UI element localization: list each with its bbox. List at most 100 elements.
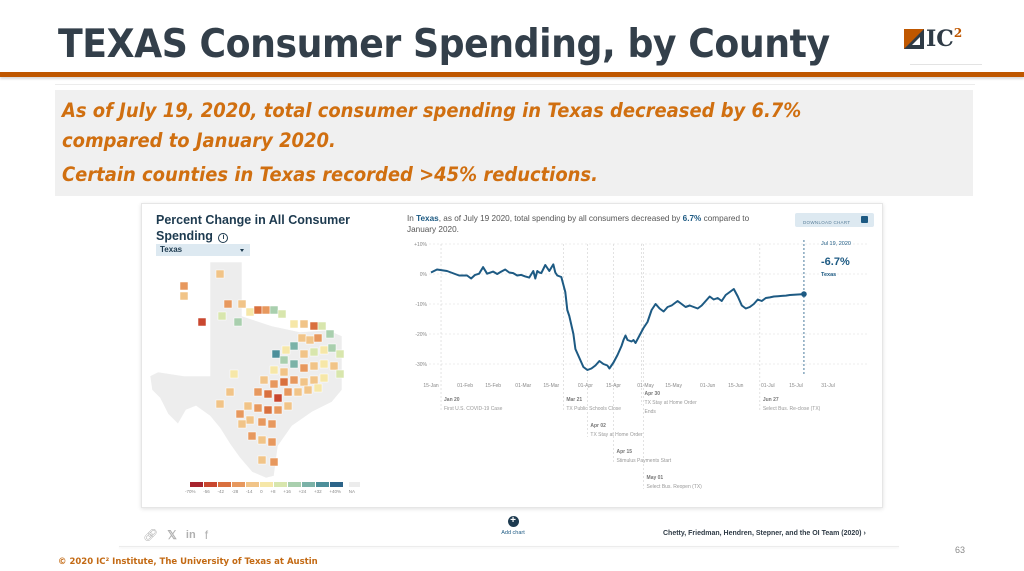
county-tile[interactable] bbox=[299, 363, 309, 373]
county-tile[interactable] bbox=[289, 359, 299, 369]
share-icons: 🔗︎ 𝕏 in f bbox=[143, 528, 208, 542]
county-tile[interactable] bbox=[273, 393, 283, 403]
county-tile[interactable] bbox=[179, 291, 189, 301]
county-tile[interactable] bbox=[299, 349, 309, 359]
county-tile[interactable] bbox=[293, 387, 303, 397]
county-tile[interactable] bbox=[289, 375, 299, 385]
add-chart-label: Add chart bbox=[501, 530, 525, 536]
county-tile[interactable] bbox=[235, 409, 245, 419]
state-select[interactable]: Texas bbox=[156, 244, 250, 256]
county-tile[interactable] bbox=[283, 387, 293, 397]
county-tile[interactable] bbox=[269, 457, 279, 467]
county-tile[interactable] bbox=[327, 343, 337, 353]
chart-headline: In Texas, as of July 19 2020, total spen… bbox=[407, 213, 767, 235]
texas-county-map[interactable] bbox=[150, 260, 370, 480]
readout-date: Jul 19, 2020 bbox=[821, 241, 851, 247]
county-tile[interactable] bbox=[271, 349, 281, 359]
legend-swatch bbox=[274, 482, 287, 487]
legend-swatch bbox=[232, 482, 245, 487]
event-label: First U.S. COVID-19 Case bbox=[444, 406, 503, 412]
county-tile[interactable] bbox=[225, 387, 235, 397]
county-tile[interactable] bbox=[263, 389, 273, 399]
county-tile[interactable] bbox=[317, 321, 327, 331]
legend-label: -28 bbox=[231, 489, 239, 494]
legend-swatch bbox=[316, 482, 329, 487]
county-tile[interactable] bbox=[299, 319, 309, 329]
series-line-texas[interactable] bbox=[430, 263, 804, 371]
county-tile[interactable] bbox=[215, 399, 225, 409]
x-tick-label: 15-Jul bbox=[789, 383, 803, 389]
download-chart-button[interactable]: DOWNLOAD CHART bbox=[795, 213, 874, 227]
county-tile[interactable] bbox=[263, 405, 273, 415]
county-tile[interactable] bbox=[257, 435, 267, 445]
map-title: Percent Change in All Consumer Spending … bbox=[156, 212, 376, 244]
add-chart-button[interactable]: + Add chart bbox=[496, 516, 530, 537]
x-tick-label: 15-Apr bbox=[606, 383, 621, 389]
county-tile[interactable] bbox=[269, 365, 279, 375]
county-tile[interactable] bbox=[267, 419, 277, 429]
twitter-icon[interactable]: 𝕏 bbox=[167, 528, 177, 542]
facebook-icon[interactable]: f bbox=[204, 528, 209, 542]
county-tile[interactable] bbox=[313, 333, 323, 343]
county-tile[interactable] bbox=[319, 359, 329, 369]
county-tile[interactable] bbox=[329, 361, 339, 371]
county-tile[interactable] bbox=[229, 369, 239, 379]
county-tile[interactable] bbox=[283, 401, 293, 411]
x-tick-label: 15-Feb bbox=[485, 383, 501, 389]
county-tile[interactable] bbox=[257, 417, 267, 427]
citation-link[interactable]: Chetty, Friedman, Hendren, Stepner, and … bbox=[663, 530, 866, 537]
county-tile[interactable] bbox=[281, 345, 291, 355]
county-tile[interactable] bbox=[237, 299, 247, 309]
county-layer bbox=[179, 269, 345, 467]
county-tile[interactable] bbox=[309, 361, 319, 371]
legend-label: NA bbox=[348, 489, 355, 494]
county-tile[interactable] bbox=[217, 311, 227, 321]
county-tile[interactable] bbox=[237, 419, 247, 429]
county-tile[interactable] bbox=[289, 319, 299, 329]
county-tile[interactable] bbox=[309, 347, 319, 357]
event-label: Ends bbox=[645, 409, 657, 415]
legend-swatch bbox=[190, 482, 203, 487]
county-tile[interactable] bbox=[303, 385, 313, 395]
county-tile[interactable] bbox=[279, 377, 289, 387]
linkedin-icon[interactable]: in bbox=[185, 529, 196, 541]
county-tile[interactable] bbox=[267, 437, 277, 447]
county-tile[interactable] bbox=[215, 269, 225, 279]
county-tile[interactable] bbox=[223, 299, 233, 309]
county-tile[interactable] bbox=[243, 401, 253, 411]
title-divider-thin bbox=[55, 84, 975, 85]
y-tick-label: 0% bbox=[420, 272, 428, 278]
county-tile[interactable] bbox=[335, 349, 345, 359]
link-icon[interactable]: 🔗︎ bbox=[143, 528, 159, 542]
county-tile[interactable] bbox=[253, 403, 263, 413]
county-tile[interactable] bbox=[277, 309, 287, 319]
county-tile[interactable] bbox=[269, 379, 279, 389]
county-tile[interactable] bbox=[319, 373, 329, 383]
county-tile[interactable] bbox=[179, 281, 189, 291]
county-tile[interactable] bbox=[273, 405, 283, 415]
legend-swatch-na bbox=[349, 482, 360, 487]
spending-line-chart[interactable]: +10% 0% -10% -20% -30% 15-Jan 01-Feb 15-Feb 01-M… bbox=[142, 204, 884, 509]
county-tile[interactable] bbox=[335, 369, 345, 379]
headline-value: 6.7% bbox=[682, 214, 702, 223]
county-tile[interactable] bbox=[257, 455, 267, 465]
county-tile[interactable] bbox=[259, 375, 269, 385]
x-tick-label: 15-May bbox=[665, 383, 682, 389]
slide-title: TEXAS Consumer Spending, by County bbox=[58, 22, 830, 67]
county-tile[interactable] bbox=[247, 431, 257, 441]
legend-label: +32 bbox=[313, 489, 322, 494]
county-tile[interactable] bbox=[279, 355, 289, 365]
county-tile[interactable] bbox=[233, 317, 243, 327]
county-tile[interactable] bbox=[279, 367, 289, 377]
event-label: Select Bus. Re-close (TX) bbox=[763, 406, 821, 412]
x-tick-label: 31-Jul bbox=[821, 383, 835, 389]
county-tile[interactable] bbox=[313, 383, 323, 393]
data-point-latest[interactable] bbox=[801, 291, 807, 297]
county-tile[interactable] bbox=[197, 317, 207, 327]
county-tile[interactable] bbox=[253, 387, 263, 397]
y-tick-label: -30% bbox=[415, 362, 427, 368]
info-icon[interactable]: i bbox=[218, 233, 229, 243]
county-tile[interactable] bbox=[325, 329, 335, 339]
legend-swatch bbox=[302, 482, 315, 487]
x-tick-label: 01-May bbox=[637, 383, 654, 389]
